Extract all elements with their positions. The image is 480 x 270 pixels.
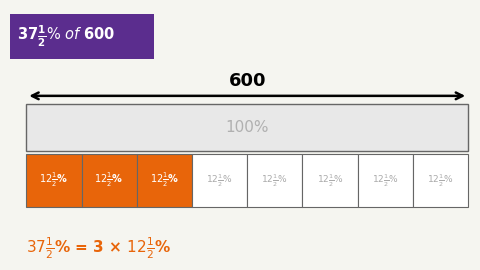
Text: $12\frac{1}{2}$%: $12\frac{1}{2}$% [262,172,288,188]
FancyBboxPatch shape [26,104,468,151]
Text: $12\frac{1}{2}$%: $12\frac{1}{2}$% [39,171,69,189]
FancyBboxPatch shape [192,154,247,207]
Text: $12\frac{1}{2}$%: $12\frac{1}{2}$% [150,171,179,189]
Text: $12\frac{1}{2}$%: $12\frac{1}{2}$% [95,171,124,189]
Text: $12\frac{1}{2}$%: $12\frac{1}{2}$% [372,172,398,188]
Text: $37\frac{1}{2}$% = 3 × $12\frac{1}{2}$%: $37\frac{1}{2}$% = 3 × $12\frac{1}{2}$% [26,236,172,261]
FancyBboxPatch shape [26,154,82,207]
FancyBboxPatch shape [137,154,192,207]
Text: $12\frac{1}{2}$%: $12\frac{1}{2}$% [206,172,233,188]
FancyBboxPatch shape [247,154,302,207]
FancyBboxPatch shape [302,154,358,207]
FancyBboxPatch shape [82,154,137,207]
Text: $\mathbf{37\frac{1}{2}}$% $\it{of}$ $\mathbf{600}$: $\mathbf{37\frac{1}{2}}$% $\it{of}$ $\ma… [17,24,115,49]
FancyBboxPatch shape [10,14,154,59]
Text: $12\frac{1}{2}$%: $12\frac{1}{2}$% [317,172,343,188]
Text: 100%: 100% [226,120,269,135]
FancyBboxPatch shape [413,154,468,207]
Text: $12\frac{1}{2}$%: $12\frac{1}{2}$% [427,172,454,188]
FancyBboxPatch shape [358,154,413,207]
Text: 600: 600 [228,72,266,90]
